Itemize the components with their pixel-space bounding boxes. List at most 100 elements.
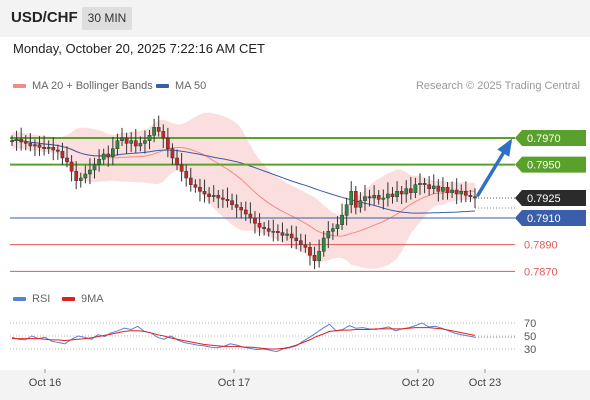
candle-body xyxy=(211,195,216,197)
candle-body xyxy=(115,140,120,149)
legend-rsi-ma: 9MA xyxy=(62,293,104,305)
rsi-tick-label: 50 xyxy=(524,331,536,343)
candle-body xyxy=(294,237,299,241)
candle-body xyxy=(243,209,248,215)
candle-body xyxy=(138,143,143,147)
candle-body xyxy=(422,183,427,185)
candle-body xyxy=(28,143,33,147)
level-label-0.7890: 0.7890 xyxy=(524,240,558,252)
time-axis-band xyxy=(0,370,590,400)
candle-body xyxy=(170,148,175,159)
candle-body xyxy=(463,191,468,196)
candle-body xyxy=(37,144,42,148)
candle-body xyxy=(92,164,97,171)
candle-body xyxy=(372,195,376,199)
candle-body xyxy=(111,148,115,157)
candle-body xyxy=(395,191,399,197)
candle-body xyxy=(23,141,28,144)
candle-body xyxy=(74,171,79,181)
candle-body xyxy=(349,191,354,205)
candle-body xyxy=(399,191,404,195)
candle-body xyxy=(147,135,152,141)
level-tag-0.7950 xyxy=(515,156,586,173)
candle-body xyxy=(156,127,161,132)
candle-body xyxy=(454,189,459,195)
legend-ma50: MA 50 xyxy=(156,80,206,92)
candle-body xyxy=(427,184,432,189)
bollinger-band xyxy=(12,112,475,269)
research-credit: Research © 2025 Trading Central xyxy=(415,80,580,92)
candle-body xyxy=(358,200,363,208)
candle-body xyxy=(152,127,156,136)
top-bar: USD/CHF 30 MIN xyxy=(0,0,590,37)
candle-body xyxy=(175,157,179,165)
candle-body xyxy=(166,137,170,149)
candle-body xyxy=(60,151,65,159)
legend-rsi: RSI xyxy=(13,293,50,305)
candle-body xyxy=(280,232,285,236)
candle-body xyxy=(308,247,312,256)
candle-body xyxy=(216,195,221,199)
level-label-0.7910: 0.7910 xyxy=(527,213,561,225)
candle-body xyxy=(239,207,244,211)
candle-body xyxy=(312,255,317,261)
candle-body xyxy=(55,149,60,152)
candle-body xyxy=(262,227,266,229)
candle-body xyxy=(225,199,230,201)
projection-arrow-head xyxy=(497,138,513,157)
candle-body xyxy=(367,196,372,199)
instrument-title: USD/CHF xyxy=(11,9,78,26)
rsi-tick-label: 30 xyxy=(524,344,536,356)
candle-body xyxy=(230,200,234,205)
candle-body xyxy=(317,251,321,261)
candle-body xyxy=(298,240,303,245)
candle-body xyxy=(42,147,46,149)
candle-body xyxy=(331,228,335,232)
timeframe-button[interactable]: 30 MIN xyxy=(82,7,132,30)
candle-body xyxy=(234,204,239,208)
candle-body xyxy=(143,140,147,144)
candle-body xyxy=(450,189,454,193)
candle-body xyxy=(33,144,37,147)
current-price-label: 0.7925 xyxy=(527,193,561,205)
candle-body xyxy=(321,237,326,252)
rsi-ma-line xyxy=(12,327,476,350)
candle-body xyxy=(436,185,441,192)
candle-body xyxy=(381,197,386,200)
legend-bollinger: MA 20 + Bollinger Bands xyxy=(13,80,153,92)
rsi-ma-swatch xyxy=(62,297,75,301)
candle-body xyxy=(106,153,111,157)
candle-body xyxy=(78,177,83,181)
candle-body xyxy=(468,195,473,197)
candle-body xyxy=(404,188,409,195)
candle-body xyxy=(441,187,445,192)
x-tick-label: Oct 17 xyxy=(218,377,250,389)
candle-body xyxy=(344,204,349,216)
candle-body xyxy=(10,140,14,142)
candle-body xyxy=(276,231,280,233)
legend-ma50-label: MA 50 xyxy=(175,80,207,92)
level-label-0.7970: 0.7970 xyxy=(527,133,561,145)
candle-body xyxy=(88,169,92,175)
candle-body xyxy=(363,196,367,201)
candle-body xyxy=(289,233,294,239)
candle-body xyxy=(97,159,101,165)
candle-body xyxy=(459,191,464,195)
candle-body xyxy=(124,137,129,144)
candle-body xyxy=(193,184,198,188)
ma50-swatch xyxy=(156,84,169,88)
candle-body xyxy=(408,188,413,193)
candle-body xyxy=(271,231,276,233)
candle-body xyxy=(266,228,271,232)
level-label-0.7870: 0.7870 xyxy=(524,266,558,278)
candle-body xyxy=(253,217,257,224)
candle-body xyxy=(207,193,211,197)
candle-body xyxy=(133,140,138,147)
candle-body xyxy=(248,213,253,219)
datetime-label: Monday, October 20, 2025 7:22:16 AM CET xyxy=(13,41,265,56)
candle-body xyxy=(202,191,207,195)
candle-body xyxy=(445,187,450,193)
candle-body xyxy=(335,224,340,229)
rsi-swatch xyxy=(13,297,26,301)
